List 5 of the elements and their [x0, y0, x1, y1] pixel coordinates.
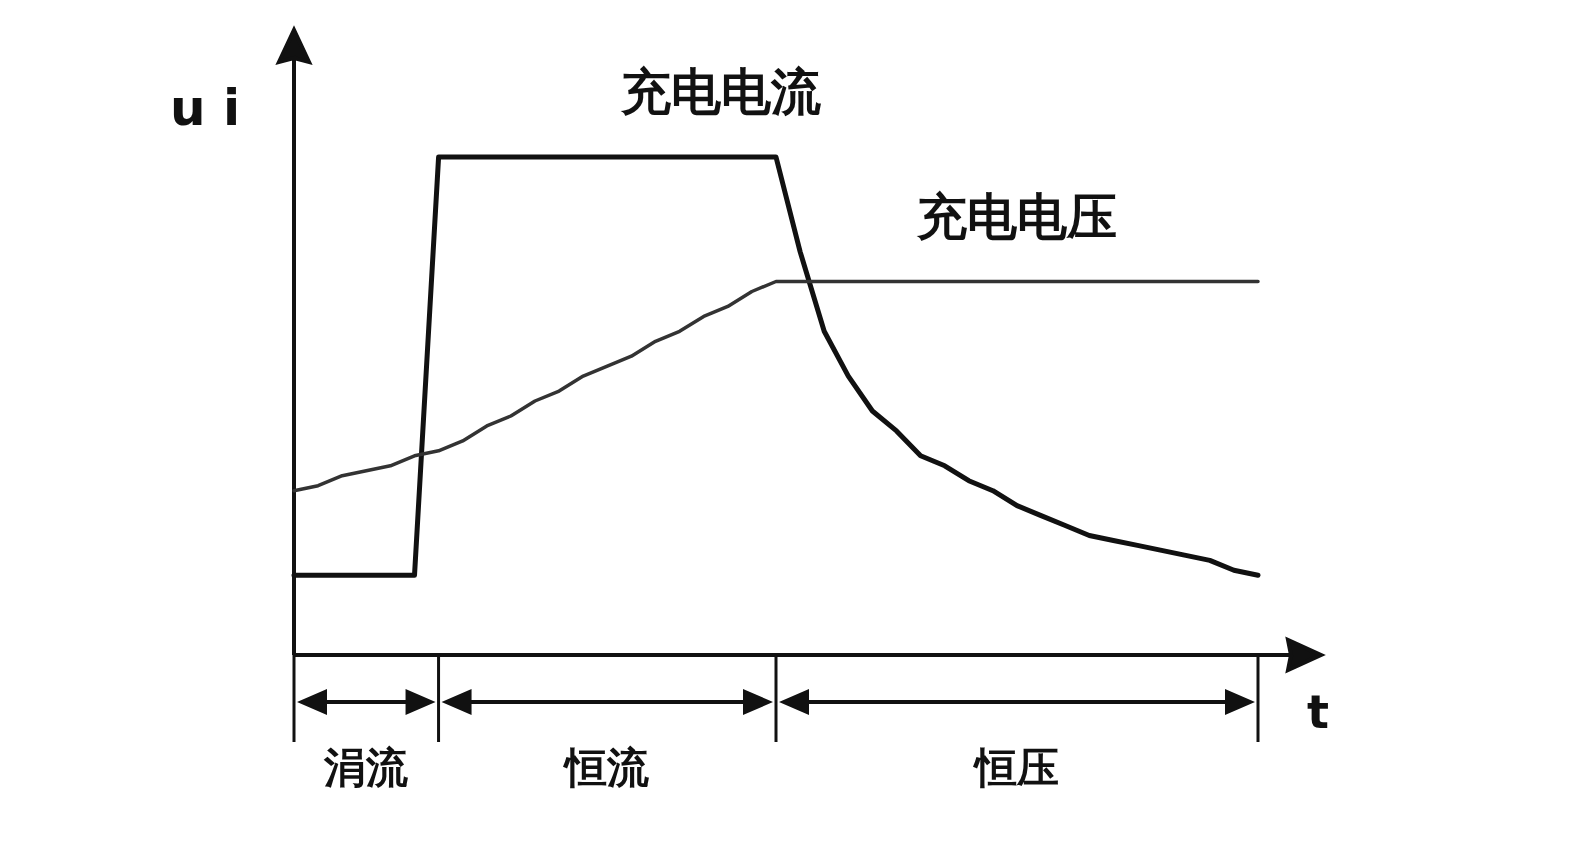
xlabel: t — [1307, 685, 1329, 739]
annotation: 恒流 — [565, 743, 650, 792]
ylabel: u i — [169, 79, 241, 137]
annotation: 恒压 — [975, 743, 1059, 792]
annotation: 涓流 — [324, 743, 409, 792]
